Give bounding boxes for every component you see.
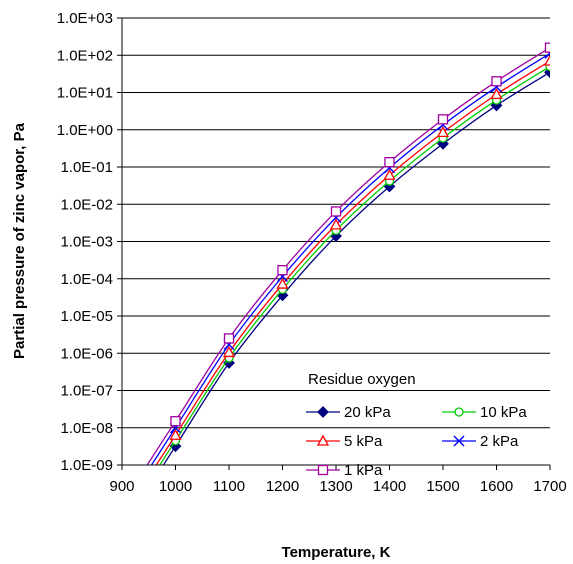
x-tick-label: 1400 — [373, 478, 406, 495]
y-tick-label: 1.0E-02 — [60, 196, 113, 213]
x-tick-label: 1100 — [213, 478, 245, 495]
marker-triangle — [169, 428, 182, 440]
series-line — [162, 71, 550, 465]
x-tick-label: 1000 — [159, 478, 192, 495]
marker-x — [453, 435, 465, 447]
marker-square — [491, 76, 502, 87]
legend-label: 1 kPa — [344, 462, 383, 479]
marker-square — [223, 333, 235, 344]
legend-label: 20 kPa — [344, 404, 391, 421]
marker-square — [330, 206, 342, 217]
legend-item-20-kpa: 20 kPa — [306, 404, 391, 421]
marker-triangle — [222, 346, 236, 358]
x-tick-label: 1200 — [266, 478, 299, 495]
marker-square — [544, 42, 550, 53]
y-tick-label: 1.0E-04 — [60, 271, 113, 288]
marker-triangle — [436, 126, 450, 138]
x-tick-label: 1600 — [480, 478, 513, 495]
y-axis-title: Partial pressure of zinc vapor, Pa — [11, 122, 28, 359]
legend-item-2-kpa: 2 kPa — [442, 433, 519, 450]
marker-square — [437, 114, 449, 125]
series-10-kpa — [158, 61, 550, 465]
marker-diamond — [317, 406, 329, 418]
x-axis-title: Temperature, K — [282, 544, 391, 561]
series-20-kpa — [162, 66, 550, 465]
marker-triangle — [276, 277, 289, 289]
y-tick-label: 1.0E+00 — [57, 122, 113, 139]
legend-title: Residue oxygen — [308, 371, 416, 388]
legend: Residue oxygen 20 kPa 10 kPa 5 kPa 2 kPa 1 k… — [306, 371, 527, 479]
y-tick-label: 1.0E-05 — [60, 308, 113, 325]
marker-triangle — [329, 218, 343, 230]
marker-square — [384, 156, 395, 168]
marker-circle — [454, 407, 464, 417]
marker-triangle — [543, 54, 550, 66]
x-tick-label: 900 — [109, 478, 134, 495]
marker-square — [277, 265, 288, 276]
legend-label: 10 kPa — [480, 404, 527, 421]
x-tick-labels: 900 1000 1100 1200 1300 1400 1500 1600 1700 — [109, 478, 566, 495]
series-layer — [146, 42, 550, 465]
y-tick-label: 1.0E+02 — [57, 47, 113, 64]
y-tick-label: 1.0E+03 — [57, 10, 113, 27]
y-tick-labels: 1.0E-09 1.0E-08 1.0E-07 1.0E-06 1.0E-05 1.0E-… — [57, 10, 113, 474]
legend-label: 2 kPa — [480, 433, 519, 450]
y-tick-label: 1.0E-08 — [60, 420, 113, 437]
axes — [117, 17, 551, 470]
x-tick-label: 1700 — [533, 478, 566, 495]
x-tick-label: 1300 — [319, 478, 352, 495]
y-tick-label: 1.0E-09 — [60, 457, 113, 474]
legend-item-5-kpa: 5 kPa — [306, 433, 383, 450]
marker-square — [317, 464, 329, 476]
y-tick-label: 1.0E+01 — [57, 85, 113, 102]
legend-label: 5 kPa — [344, 433, 383, 450]
legend-item-1-kpa: 1 kPa — [306, 462, 383, 479]
marker-triangle — [383, 168, 396, 180]
x-tick-label: 1500 — [426, 478, 459, 495]
legend-item-10-kpa: 10 kPa — [442, 404, 527, 421]
marker-square — [170, 416, 181, 427]
marker-triangle — [490, 88, 503, 100]
y-tick-label: 1.0E-03 — [60, 234, 113, 251]
y-tick-label: 1.0E-01 — [60, 159, 113, 176]
y-tick-label: 1.0E-07 — [60, 383, 113, 400]
series-5-kpa — [155, 54, 550, 465]
marker-triangle — [316, 434, 330, 446]
y-tick-label: 1.0E-06 — [60, 345, 113, 362]
series-1-kpa — [146, 42, 550, 465]
